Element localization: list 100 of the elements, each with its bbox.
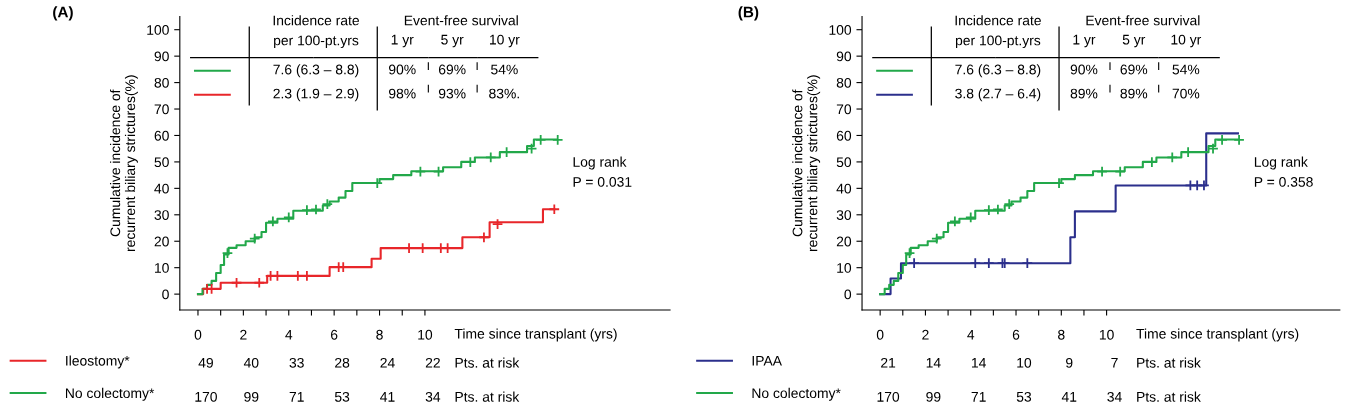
y-tick-label: 60 xyxy=(154,130,169,141)
text: Pts. at risk xyxy=(1137,357,1201,368)
y-tick-label: 0 xyxy=(844,289,852,300)
annotation: Incidence rate per 100-pt.yrs xyxy=(273,15,359,49)
y-tick-label: 100 xyxy=(147,25,169,35)
y-tick-label: 80 xyxy=(154,77,169,88)
text: 33 xyxy=(289,357,304,368)
text: 71 xyxy=(971,392,986,402)
y-tick-label: 30 xyxy=(154,210,169,220)
y-tick-label: 20 xyxy=(836,236,852,247)
annotation: 1 yr xyxy=(391,34,414,48)
y-axis-title: Cumulative incidence of recurrent biliary strictures(%) xyxy=(109,75,138,252)
chart-title: (A) xyxy=(53,6,73,21)
text: 21 xyxy=(881,357,896,368)
legend-label: No colectomy* xyxy=(65,387,155,401)
x-tick-label: 2 xyxy=(922,329,929,340)
text: 99 xyxy=(244,391,259,402)
text: 14 xyxy=(971,358,986,368)
x-axis-title: Time since transplant (yrs) xyxy=(1136,328,1299,342)
x-tick-label: 8 xyxy=(1058,329,1065,340)
annotation: 10 yr xyxy=(1171,34,1202,48)
annotation: Incidence rate per 100-pt.yrs xyxy=(955,15,1041,49)
text: 49 xyxy=(198,357,213,368)
annotation: 54% xyxy=(491,64,518,75)
text: 9 xyxy=(1066,357,1073,368)
x-tick-label: 0 xyxy=(194,329,202,340)
annotation: 2.3 (1.9 – 2.9) xyxy=(273,88,359,102)
legend-label: IPAA xyxy=(752,355,782,366)
text: 34 xyxy=(1107,391,1122,402)
y-axis-title: Cumulative incidence of recurrent biliary strictures(%) xyxy=(792,75,821,252)
x-tick-label: 6 xyxy=(330,329,338,340)
text: 22 xyxy=(425,357,440,368)
text: 7 xyxy=(1111,358,1118,368)
annotation: 89% xyxy=(1070,88,1098,99)
text: Pts. at risk xyxy=(455,357,520,368)
x-tick-label: 10 xyxy=(418,329,433,340)
y-tick-label: 30 xyxy=(836,210,852,220)
y-tick-label: 90 xyxy=(154,51,169,62)
y-tick-label: 40 xyxy=(836,183,852,194)
y-tick-label: 0 xyxy=(162,289,169,300)
annotation: 69% xyxy=(1120,64,1148,75)
text: 53 xyxy=(334,391,350,402)
text: 41 xyxy=(1061,392,1077,402)
text: 14 xyxy=(926,358,941,368)
annotation: 5 yr xyxy=(1122,34,1146,48)
text: 40 xyxy=(243,357,259,368)
text: 170 xyxy=(877,391,900,402)
y-tick-label: 40 xyxy=(154,183,169,194)
annotation: Event-free survival xyxy=(1086,15,1200,26)
annotation: 10 yr xyxy=(489,34,520,48)
annotation: 98% xyxy=(388,88,416,99)
annotation: 90% xyxy=(388,64,416,75)
annotation: 70% xyxy=(1172,88,1200,99)
annotation: 93% xyxy=(438,88,466,99)
annotation: 54% xyxy=(1172,64,1200,75)
annotation: 83%. xyxy=(489,88,519,99)
text: 28 xyxy=(335,357,350,368)
annotation: 90% xyxy=(1070,64,1098,75)
text: 41 xyxy=(380,392,395,402)
legend-label: No colectomy* xyxy=(752,387,841,401)
text: 34 xyxy=(425,391,441,402)
y-tick-label: 60 xyxy=(836,130,852,141)
y-tick-label: 50 xyxy=(836,157,852,168)
annotation: Event-free survival xyxy=(404,15,518,26)
text: 24 xyxy=(380,357,395,368)
chart-title: (B) xyxy=(738,6,759,21)
text: 170 xyxy=(195,391,217,402)
x-tick-label: 6 xyxy=(1012,329,1020,340)
y-tick-label: 100 xyxy=(829,25,852,35)
legend-label: Ileostomy* xyxy=(66,355,130,369)
y-tick-label: 10 xyxy=(837,263,852,273)
x-tick-label: 4 xyxy=(285,329,293,340)
y-tick-label: 80 xyxy=(836,77,852,88)
annotation: 5 yr xyxy=(441,34,464,48)
annotation: 7.6 (6.3 – 8.8) xyxy=(273,64,359,78)
annotation: 3.8 (2.7 – 6.4) xyxy=(955,88,1041,102)
y-tick-label: 70 xyxy=(836,104,852,115)
y-tick-label: 50 xyxy=(154,157,169,168)
x-tick-label: 4 xyxy=(967,329,975,340)
annotation: Log rank P = 0.031 xyxy=(573,156,632,187)
y-tick-label: 20 xyxy=(154,236,169,247)
annotation: Log rank P = 0.358 xyxy=(1254,156,1313,187)
annotation: 89% xyxy=(1120,88,1148,99)
text: 99 xyxy=(926,391,941,402)
x-axis-title: Time since transplant (yrs) xyxy=(454,328,617,342)
annotation: 1 yr xyxy=(1073,34,1096,48)
y-tick-label: 70 xyxy=(154,104,169,115)
annotation: 7.6 (6.3 – 8.8) xyxy=(955,64,1041,78)
text: 71 xyxy=(289,392,304,402)
text: 10 xyxy=(1017,357,1032,368)
y-tick-label: 90 xyxy=(836,51,852,62)
x-tick-label: 10 xyxy=(1099,329,1114,340)
annotation: 69% xyxy=(438,64,466,75)
x-tick-label: 8 xyxy=(376,329,383,340)
x-tick-label: 0 xyxy=(876,329,884,340)
text: Pts. at risk xyxy=(1137,391,1201,402)
x-tick-label: 2 xyxy=(240,329,247,340)
text: Pts. at risk xyxy=(455,391,520,402)
y-tick-label: 10 xyxy=(155,263,169,273)
text: 53 xyxy=(1016,391,1032,402)
